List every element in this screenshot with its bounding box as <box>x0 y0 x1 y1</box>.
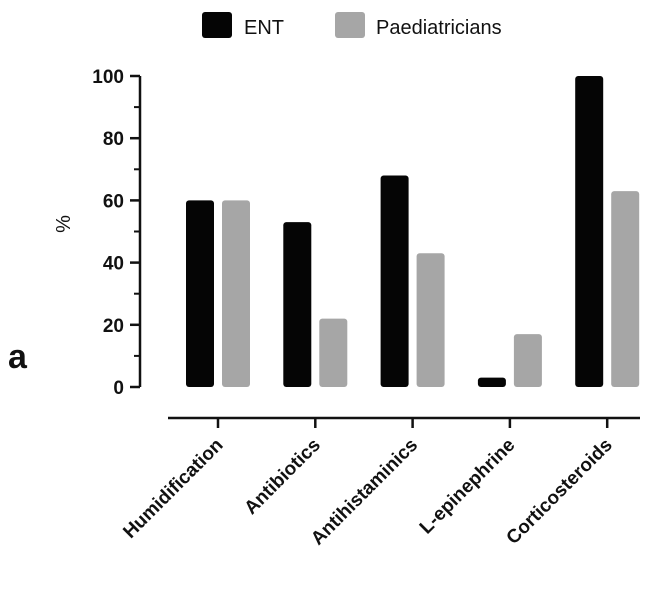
bar-paediatricians-humidification <box>222 200 250 387</box>
y-tick-label: 60 <box>103 191 124 212</box>
y-tick-label: 0 <box>113 378 124 399</box>
bar-ent-corticosteroids <box>575 76 604 387</box>
y-tick-label: 100 <box>92 67 124 88</box>
bar-paediatricians-corticosteroids <box>611 191 640 387</box>
y-tick-label: 40 <box>103 254 124 275</box>
bar-paediatricians-l-epinephrine <box>513 334 542 387</box>
y-tick-label: 80 <box>103 129 124 150</box>
x-tick-label: Antibiotics <box>241 435 325 519</box>
x-tick-label: L-epinephrine <box>416 435 520 539</box>
bar-paediatricians-antihistaminics <box>416 253 445 387</box>
x-tick-label: Corticosteroids <box>503 435 617 549</box>
bar-ent-antibiotics <box>283 222 312 387</box>
legend-swatch-paediatricians <box>335 12 365 38</box>
bar-paediatricians-antibiotics <box>319 318 348 387</box>
y-axis-label: % <box>53 215 75 233</box>
legend-swatch-ent <box>202 12 232 38</box>
y-axis: 0 20 40 60 80 100 <box>92 67 142 399</box>
legend-label-ent: ENT <box>244 17 284 39</box>
x-tick-label: Humidification <box>119 435 227 543</box>
bar-ent-antihistaminics <box>380 175 409 387</box>
x-tick-labels: Humidification AntibioticsAntihistaminics… <box>119 435 616 550</box>
legend-label-paediatricians: Paediatricians <box>376 17 502 39</box>
y-tick-label: 20 <box>103 316 124 337</box>
bars <box>186 76 640 387</box>
bar-ent-l-epinephrine <box>477 377 506 387</box>
x-axis <box>168 416 640 428</box>
bar-ent-humidification <box>186 200 214 387</box>
x-tick-label: Antihistaminics <box>307 435 422 550</box>
panel-label: a <box>8 338 28 376</box>
legend: ENT Paediatricians <box>202 12 502 39</box>
